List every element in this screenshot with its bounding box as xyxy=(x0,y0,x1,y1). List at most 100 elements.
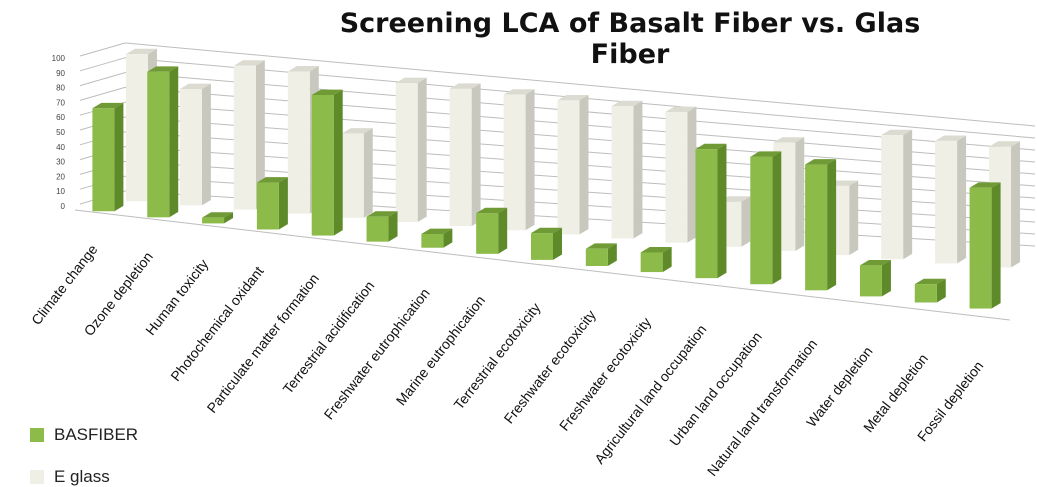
bar-eglass xyxy=(503,94,526,231)
bar-eglass-side xyxy=(849,180,859,256)
bar-eglass-side xyxy=(903,129,913,260)
bar-basfiber-top xyxy=(805,159,837,165)
bar-eglass xyxy=(341,133,364,218)
bar-basfiber xyxy=(585,248,608,266)
bar-basfiber-side xyxy=(388,211,398,242)
floor-front-edge xyxy=(74,209,1011,321)
y-tick-label: 10 xyxy=(56,187,65,196)
bar-eglass-top xyxy=(287,66,319,72)
bar-eglass-side xyxy=(255,60,265,210)
y-tick-label: 90 xyxy=(56,69,65,78)
bar-basfiber-side xyxy=(443,228,453,248)
bar-basfiber-side xyxy=(224,212,234,224)
category-label: Natural land transformation xyxy=(704,336,821,479)
bar-basfiber-side xyxy=(553,227,562,260)
y-tick-label: 80 xyxy=(56,84,65,93)
bar-layer xyxy=(92,48,1021,309)
y-tick-label: 50 xyxy=(56,128,65,137)
bar-eglass xyxy=(557,100,580,235)
bar-basfiber xyxy=(202,217,225,224)
bar-basfiber xyxy=(147,71,170,218)
bar-eglass-side xyxy=(471,83,481,227)
gridline-side xyxy=(79,86,126,101)
category-label: Particulate matter formation xyxy=(204,271,322,416)
bar-basfiber-top xyxy=(311,89,343,95)
bar-eglass xyxy=(395,83,418,222)
bar-basfiber xyxy=(256,182,279,230)
bar-basfiber-top xyxy=(92,102,124,109)
category-label: Climate change xyxy=(28,241,101,328)
bar-eglass-side xyxy=(417,77,427,222)
bar-basfiber-side xyxy=(717,143,727,279)
bar-basfiber-top xyxy=(256,177,288,183)
bar-basfiber-top xyxy=(202,212,234,218)
category-label: Water depletion xyxy=(803,343,876,430)
bar-basfiber-top xyxy=(969,182,1001,188)
legend-label-eglass: E glass xyxy=(54,467,110,486)
bar-basfiber-top xyxy=(421,228,453,235)
bar-eglass-top xyxy=(341,128,373,134)
bar-basfiber-side xyxy=(772,151,782,285)
legend-swatch-eglass xyxy=(30,470,44,484)
y-tick-label: 60 xyxy=(56,113,65,122)
bar-basfiber-side xyxy=(662,247,672,273)
bar-eglass-top xyxy=(179,83,211,89)
bar-eglass-top xyxy=(395,77,427,84)
bar-eglass-top xyxy=(503,89,535,95)
legend-item-basfiber: BASFIBER xyxy=(30,425,138,445)
y-tick-label: 0 xyxy=(61,202,66,211)
bar-eglass-top xyxy=(125,48,157,55)
bar-eglass-top xyxy=(665,106,697,112)
bar-basfiber-top xyxy=(531,227,562,234)
bar-eglass-top xyxy=(935,135,967,141)
bar-basfiber xyxy=(805,164,828,291)
bar-eglass xyxy=(881,135,904,260)
bar-basfiber-side xyxy=(333,89,343,236)
bar-basfiber-top xyxy=(914,278,946,285)
bar-basfiber-top xyxy=(147,66,179,72)
bar-basfiber-top xyxy=(859,259,891,266)
y-tick-label: 20 xyxy=(56,172,65,181)
bar-eglass-side xyxy=(579,95,589,235)
bar-eglass-top xyxy=(773,137,805,143)
y-tick-label: 100 xyxy=(52,54,66,63)
category-label: Freshwater eutrophication xyxy=(320,285,432,422)
bar-basfiber-side xyxy=(607,243,617,266)
bar-eglass-top xyxy=(989,141,1021,147)
bar-eglass-side xyxy=(633,100,643,239)
bar-basfiber-top xyxy=(476,207,508,214)
bar-eglass-side xyxy=(1011,141,1021,268)
bar-eglass xyxy=(125,54,148,202)
bar-basfiber xyxy=(421,234,444,248)
bar-basfiber-side xyxy=(169,66,179,218)
bar-basfiber-side xyxy=(991,182,1001,309)
bar-eglass xyxy=(665,111,688,243)
bar-eglass-side xyxy=(201,83,211,206)
category-label: Fossil depletion xyxy=(914,358,987,445)
category-label: Agricultural land occupation xyxy=(591,321,710,466)
bar-basfiber xyxy=(531,233,553,260)
bar-eglass-top xyxy=(449,83,481,89)
bar-basfiber xyxy=(640,252,663,273)
bar-eglass-top xyxy=(233,60,265,66)
bar-basfiber-top xyxy=(640,247,672,253)
y-tick-label: 30 xyxy=(56,158,65,167)
bar-basfiber-side xyxy=(114,102,124,212)
bar-basfiber xyxy=(969,187,992,309)
bar-basfiber-top xyxy=(585,243,617,249)
bar-basfiber xyxy=(311,94,334,236)
bar-eglass xyxy=(233,65,256,210)
bar-eglass xyxy=(935,140,958,264)
y-tick-label: 40 xyxy=(56,143,65,152)
gridline xyxy=(124,42,1036,127)
bar-basfiber xyxy=(366,216,389,242)
gridline-side xyxy=(79,42,126,57)
legend-item-eglass: E glass xyxy=(30,467,110,487)
bar-basfiber-top xyxy=(695,143,727,150)
bar-eglass-top xyxy=(611,100,643,107)
bar-eglass xyxy=(449,88,472,227)
bar-eglass-side xyxy=(957,135,967,264)
gridline-side xyxy=(79,72,126,87)
bar-eglass-top xyxy=(719,196,751,202)
